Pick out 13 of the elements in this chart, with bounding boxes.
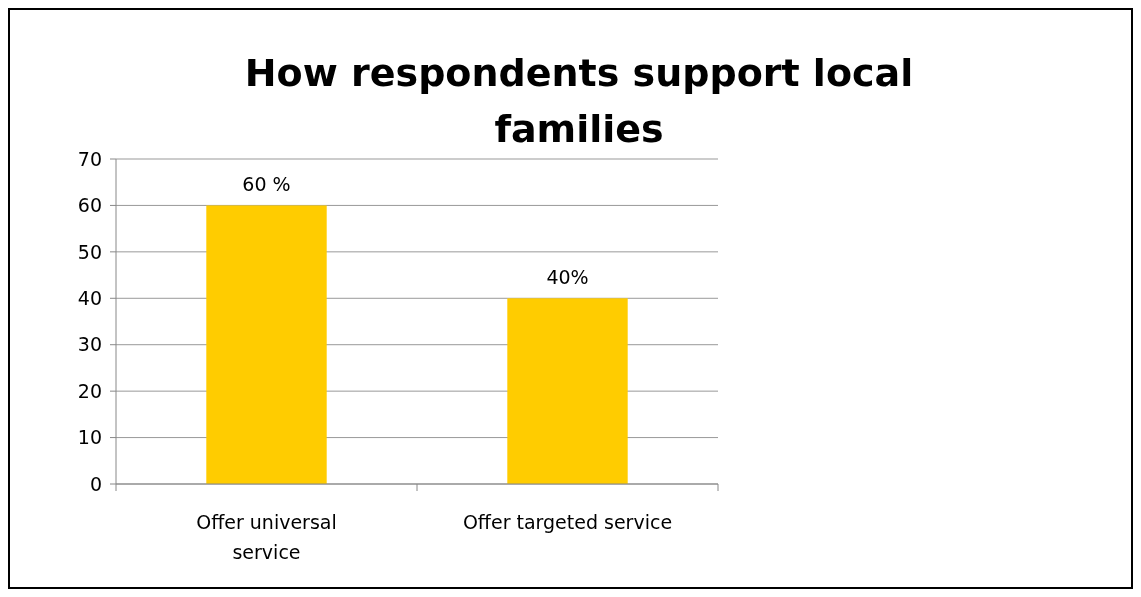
data-label: 60 % [242,173,291,196]
data-label: 40% [546,266,589,289]
x-tick-label: Offer targeted service [462,511,673,533]
y-tick-label: 30 [77,333,102,356]
x-tick-label: Offer universal service [196,511,337,563]
y-tick-label: 20 [77,379,102,402]
y-tick-label: 70 [77,147,102,170]
chart-title: How respondents support local families [244,51,914,151]
y-tick-label: 0 [89,472,102,495]
y-tick-label: 40 [77,286,102,309]
y-tick-label: 50 [77,240,102,263]
y-tick-label: 60 [77,194,102,217]
y-tick-label: 10 [77,426,102,449]
